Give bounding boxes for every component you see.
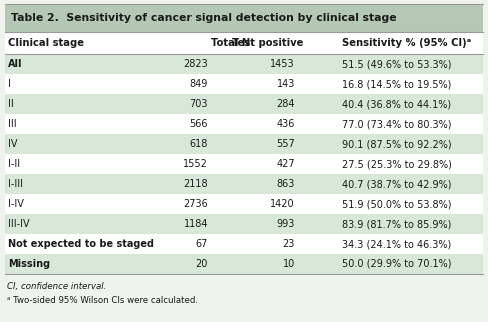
Text: 1184: 1184	[183, 219, 208, 229]
Text: 77.0 (73.4% to 80.3%): 77.0 (73.4% to 80.3%)	[342, 119, 451, 129]
Text: 1420: 1420	[270, 199, 295, 209]
Text: 83.9 (81.7% to 85.9%): 83.9 (81.7% to 85.9%)	[342, 219, 451, 229]
Text: 993: 993	[277, 219, 295, 229]
Text: 436: 436	[277, 119, 295, 129]
Text: 2736: 2736	[183, 199, 208, 209]
Bar	[5, 74, 483, 94]
Text: 20: 20	[196, 259, 208, 269]
Bar	[5, 254, 483, 274]
Bar	[5, 154, 483, 174]
Bar	[5, 54, 483, 74]
Text: 2823: 2823	[183, 59, 208, 69]
Text: 427: 427	[276, 159, 295, 169]
Text: II: II	[8, 99, 14, 109]
Bar	[5, 94, 483, 114]
Text: Sensitivity % (95% CI)ᵃ: Sensitivity % (95% CI)ᵃ	[342, 38, 471, 48]
Text: Not expected to be staged: Not expected to be staged	[8, 239, 154, 249]
Text: I-III: I-III	[8, 179, 23, 189]
Text: 2118: 2118	[183, 179, 208, 189]
Text: CI, confidence interval.: CI, confidence interval.	[7, 282, 106, 291]
Bar	[5, 114, 483, 134]
Text: 566: 566	[189, 119, 208, 129]
Text: 703: 703	[189, 99, 208, 109]
Bar	[5, 234, 483, 254]
Bar	[5, 194, 483, 214]
Text: 557: 557	[276, 139, 295, 149]
Text: 51.5 (49.6% to 53.3%): 51.5 (49.6% to 53.3%)	[342, 59, 451, 69]
Text: 1552: 1552	[183, 159, 208, 169]
Text: 51.9 (50.0% to 53.8%): 51.9 (50.0% to 53.8%)	[342, 199, 451, 209]
Text: 40.4 (36.8% to 44.1%): 40.4 (36.8% to 44.1%)	[342, 99, 451, 109]
Text: 863: 863	[277, 179, 295, 189]
Text: 67: 67	[196, 239, 208, 249]
Text: 23: 23	[283, 239, 295, 249]
Text: I-IV: I-IV	[8, 199, 24, 209]
Text: Table 2.  Sensitivity of cancer signal detection by clinical stage: Table 2. Sensitivity of cancer signal de…	[11, 13, 397, 23]
Text: Missing: Missing	[8, 259, 50, 269]
Text: 1453: 1453	[270, 59, 295, 69]
Bar	[5, 32, 483, 54]
Text: 34.3 (24.1% to 46.3%): 34.3 (24.1% to 46.3%)	[342, 239, 451, 249]
Text: 90.1 (87.5% to 92.2%): 90.1 (87.5% to 92.2%)	[342, 139, 451, 149]
Text: Total N: Total N	[211, 38, 250, 48]
Text: I-II: I-II	[8, 159, 20, 169]
Text: I: I	[8, 79, 11, 89]
Bar	[5, 174, 483, 194]
Text: 16.8 (14.5% to 19.5%): 16.8 (14.5% to 19.5%)	[342, 79, 451, 89]
Text: 284: 284	[277, 99, 295, 109]
Text: All: All	[8, 59, 22, 69]
Text: ᵃ Two-sided 95% Wilson CIs were calculated.: ᵃ Two-sided 95% Wilson CIs were calculat…	[7, 296, 198, 305]
Text: 849: 849	[190, 79, 208, 89]
Text: III: III	[8, 119, 17, 129]
Text: IV: IV	[8, 139, 18, 149]
Text: Test positive: Test positive	[232, 38, 303, 48]
Text: 10: 10	[283, 259, 295, 269]
Text: III-IV: III-IV	[8, 219, 30, 229]
Text: 27.5 (25.3% to 29.8%): 27.5 (25.3% to 29.8%)	[342, 159, 452, 169]
Text: 50.0 (29.9% to 70.1%): 50.0 (29.9% to 70.1%)	[342, 259, 451, 269]
Bar	[5, 134, 483, 154]
Text: 143: 143	[277, 79, 295, 89]
Bar	[5, 214, 483, 234]
Text: 40.7 (38.7% to 42.9%): 40.7 (38.7% to 42.9%)	[342, 179, 451, 189]
Bar	[5, 4, 483, 32]
Text: Clinical stage: Clinical stage	[8, 38, 84, 48]
Text: 618: 618	[190, 139, 208, 149]
